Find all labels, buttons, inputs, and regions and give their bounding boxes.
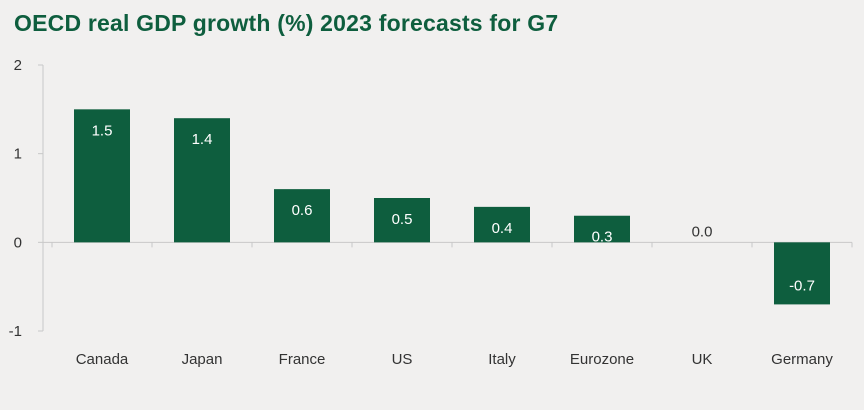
data-label: 0.5 [392, 211, 413, 228]
category-label: Eurozone [570, 351, 634, 368]
data-label: -0.7 [789, 277, 815, 294]
data-label: 0.0 [692, 223, 713, 240]
bar-japan [174, 118, 230, 243]
data-label: 0.4 [492, 220, 513, 237]
category-label: Germany [771, 351, 833, 368]
y-tick-label: 1 [14, 146, 22, 163]
category-label: US [392, 351, 413, 368]
category-label: France [279, 351, 326, 368]
bar-eurozone [574, 215, 630, 243]
bar-germany [774, 242, 830, 305]
x-axis-ticks [51, 242, 853, 248]
data-label: 1.5 [92, 122, 113, 139]
category-labels-group: Canada Japan France US Italy Eurozone UK German… [76, 351, 834, 368]
bar-labels-group: 1.5 1.4 0.6 0.5 0.4 0.3 0.0 -0.7 [92, 122, 815, 294]
category-label: Japan [182, 351, 223, 368]
bar-canada [74, 109, 130, 243]
y-tick-label: -1 [9, 323, 22, 340]
data-label: 0.3 [592, 229, 613, 246]
bars-group [74, 109, 830, 305]
y-tick-label: 0 [14, 234, 22, 251]
bar-us [374, 198, 430, 243]
category-label: UK [692, 351, 713, 368]
data-label: 0.6 [292, 202, 313, 219]
bar-italy [474, 206, 530, 243]
category-label: Italy [488, 351, 516, 368]
y-tick-label: 2 [14, 57, 22, 74]
y-axis-ticks: 2 1 0 -1 [9, 57, 43, 340]
bar-france [274, 189, 330, 243]
data-label: 1.4 [192, 131, 213, 148]
chart-title: OECD real GDP growth (%) 2023 forecasts … [14, 10, 559, 36]
category-label: Canada [76, 351, 129, 368]
